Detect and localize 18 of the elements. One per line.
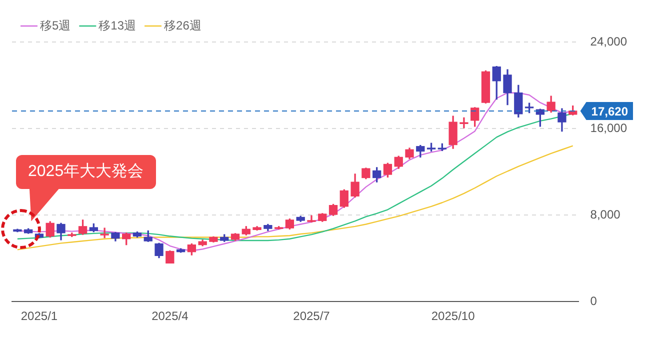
y-tick-label: 0 <box>590 294 598 308</box>
annotation: 2025年大大発会 <box>28 163 144 180</box>
candlestick <box>274 226 284 230</box>
y-tick-label: 24,000 <box>590 34 628 48</box>
ref-line-label: 17,620 <box>591 104 628 118</box>
candlestick <box>68 232 76 238</box>
x-tick-label: 2025/1 <box>20 309 58 324</box>
x-tick-label: 2025/4 <box>152 309 189 324</box>
candlestick <box>307 215 316 222</box>
legend-label: 移26週 <box>164 18 202 32</box>
speech-bubble: 2025年大大発会 <box>16 155 156 190</box>
x-tick-label: 2025/7 <box>293 309 330 324</box>
y-tick-label: 16,000 <box>590 120 628 135</box>
legend-label: 移5週 <box>40 18 71 32</box>
candlestick <box>100 228 109 238</box>
y-tick-label: 8,000 <box>590 207 621 222</box>
x-tick-label: 2025/10 <box>431 309 476 324</box>
legend-label: 移13週 <box>98 18 136 32</box>
